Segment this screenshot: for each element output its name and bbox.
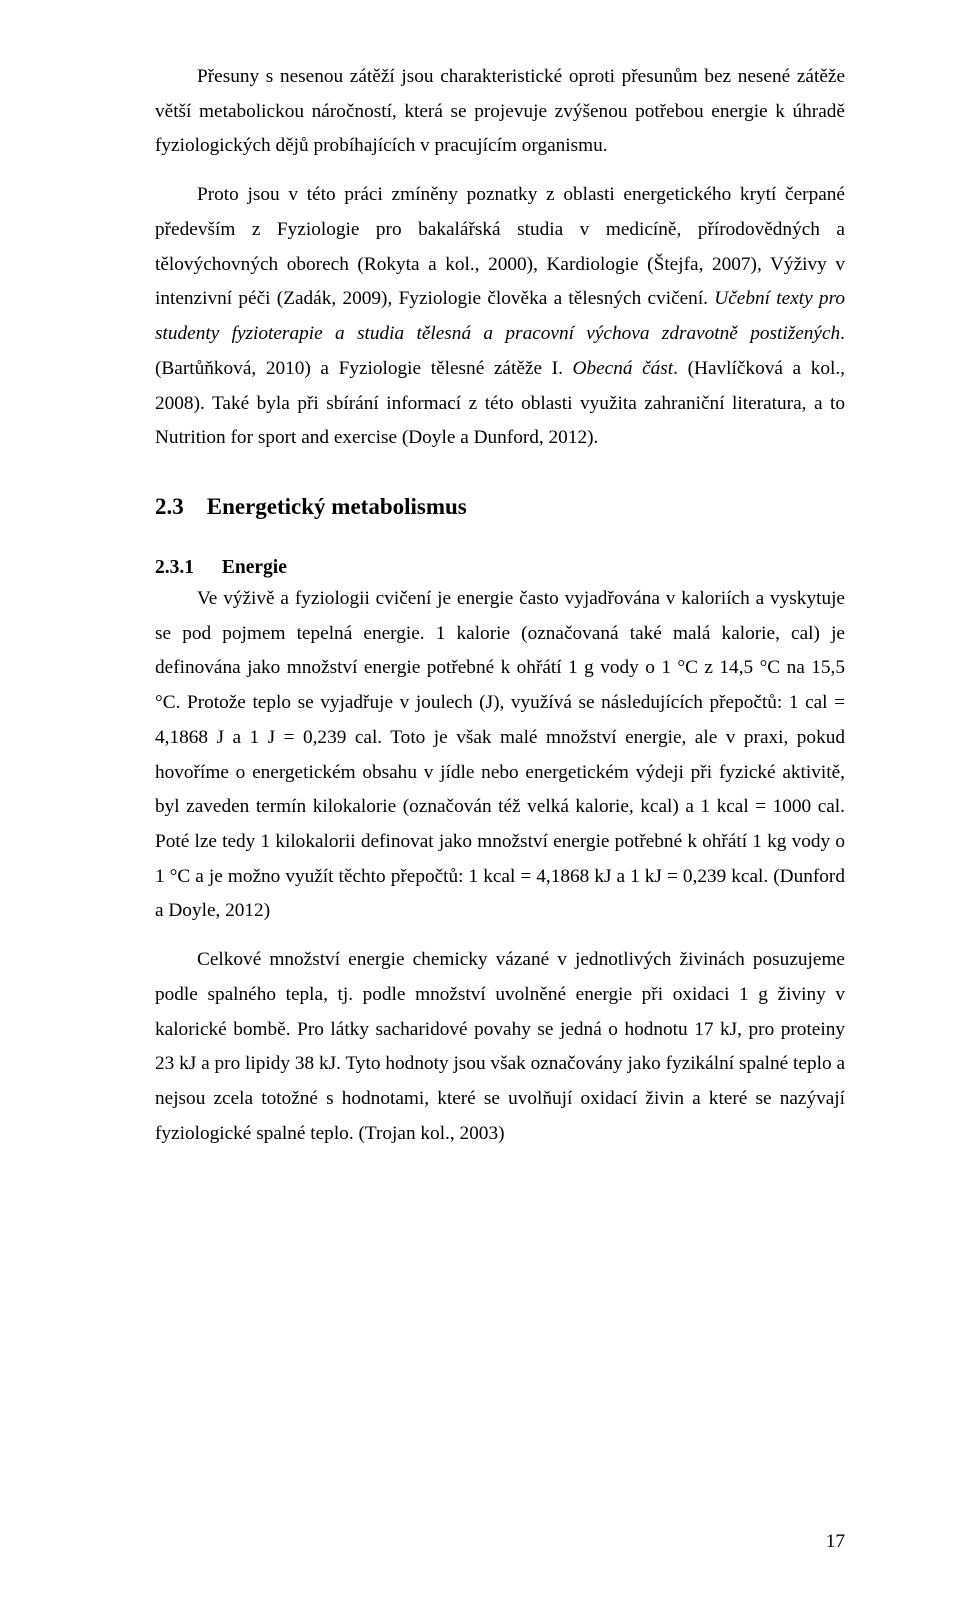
subsection-number: 2.3.1 — [155, 553, 217, 582]
spacer — [155, 456, 845, 490]
subsection-heading: 2.3.1 Energie — [155, 553, 845, 582]
section-number: 2.3 — [155, 490, 201, 525]
subsection-title: Energie — [222, 557, 287, 578]
spacer — [155, 164, 845, 178]
spacer — [155, 929, 845, 943]
text-run-italic: Obecná část — [573, 358, 674, 379]
section-title: Energetický metabolismus — [207, 494, 467, 519]
document-page: Přesuny s nesenou zátěží jsou charakteri… — [0, 0, 960, 1603]
paragraph-energie-2: Celkové množství energie chemicky vázané… — [155, 943, 845, 1151]
page-number: 17 — [826, 1531, 845, 1553]
spacer — [155, 525, 845, 553]
paragraph-intro-2: Proto jsou v této práci zmíněny poznatky… — [155, 178, 845, 456]
section-heading: 2.3 Energetický metabolismus — [155, 490, 845, 525]
paragraph-energie-1: Ve výživě a fyziologii cvičení je energi… — [155, 582, 845, 929]
paragraph-intro-1: Přesuny s nesenou zátěží jsou charakteri… — [155, 60, 845, 164]
